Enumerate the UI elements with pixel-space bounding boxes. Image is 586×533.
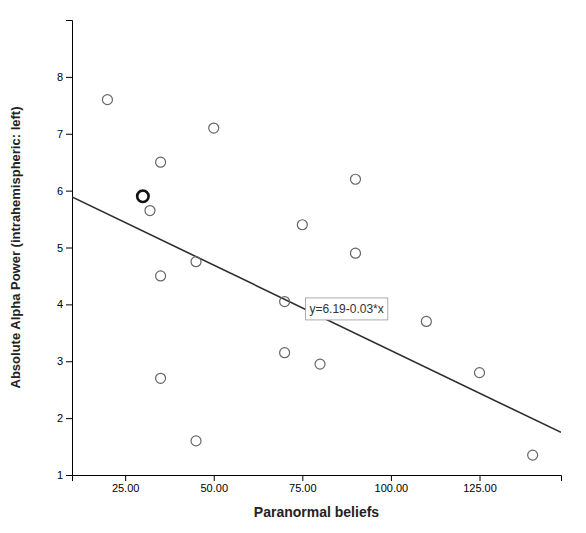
chart: 25.00 50.00 75.00 100.00 125.00 1 2 3 4 5 6 7 8 y=6.1… <box>0 0 586 533</box>
tick: 75.00 <box>289 475 317 494</box>
point <box>350 248 360 258</box>
marks <box>72 95 561 460</box>
point <box>209 123 219 133</box>
tick: 50.00 <box>200 475 228 494</box>
tick-mark <box>66 191 72 192</box>
tick-mark <box>214 475 215 481</box>
point <box>421 316 431 326</box>
tick-mark <box>66 134 72 135</box>
axis-line <box>73 476 562 482</box>
tick-label: 125.00 <box>463 482 497 494</box>
tick-label: 6 <box>57 185 63 197</box>
tick-label: 8 <box>57 71 63 83</box>
point <box>315 359 325 369</box>
highlight-points <box>137 191 149 203</box>
points <box>102 95 537 460</box>
axis-line <box>66 21 73 476</box>
tick-mark <box>66 418 72 419</box>
point <box>191 436 201 446</box>
tick-label: 4 <box>57 298 63 310</box>
tick: 8 <box>57 71 72 83</box>
tick-label: 5 <box>57 242 63 254</box>
tick-label: 25.00 <box>112 482 140 494</box>
y-axis-title: Absolute Alpha Power (intrahemispheric: … <box>8 107 23 389</box>
point <box>475 368 485 378</box>
x-axis: 25.00 50.00 75.00 100.00 125.00 <box>73 475 562 494</box>
tick-label: 7 <box>57 128 63 140</box>
tick-label: 2 <box>57 412 63 424</box>
tick: 3 <box>57 355 72 367</box>
point <box>297 220 307 230</box>
tick: 5 <box>57 242 72 254</box>
tick: 25.00 <box>112 475 140 494</box>
tick: 4 <box>57 298 72 310</box>
tick: 125.00 <box>463 475 497 494</box>
tick-mark <box>66 475 72 476</box>
tick: 7 <box>57 128 72 140</box>
tick-mark <box>66 304 72 305</box>
tick: 100.00 <box>375 475 409 494</box>
point <box>156 271 166 281</box>
point <box>145 206 155 216</box>
tick-label: 50.00 <box>200 482 228 494</box>
point <box>350 174 360 184</box>
tick-mark <box>66 248 72 249</box>
point <box>280 348 290 358</box>
tick-label: 3 <box>57 355 63 367</box>
point <box>280 297 290 307</box>
annotation-text: y=6.19-0.03*x <box>309 302 383 316</box>
y-axis: 1 2 3 4 5 6 7 8 <box>57 21 73 482</box>
point <box>102 95 112 105</box>
annotations: y=6.19-0.03*x <box>305 298 387 320</box>
tick-label: 75.00 <box>289 482 317 494</box>
point <box>191 257 201 267</box>
tick: 2 <box>57 412 72 424</box>
point <box>156 157 166 167</box>
tick-mark <box>66 77 72 78</box>
regression-line <box>72 197 561 432</box>
point <box>156 373 166 383</box>
highlight-point <box>137 191 149 203</box>
tick-mark <box>480 475 481 481</box>
annotation: y=6.19-0.03*x <box>305 298 387 320</box>
plot: 25.00 50.00 75.00 100.00 125.00 1 2 3 4 5 6 7 8 y=6.1… <box>57 21 562 494</box>
point <box>138 191 148 201</box>
tick-mark <box>391 475 392 481</box>
tick: 1 <box>57 469 72 481</box>
point <box>528 450 538 460</box>
tick-mark <box>302 475 303 481</box>
x-axis-title: Paranormal beliefs <box>254 504 379 520</box>
tick-label: 1 <box>57 469 63 481</box>
tick-label: 100.00 <box>375 482 409 494</box>
tick-mark <box>125 475 126 481</box>
tick-mark <box>66 361 72 362</box>
annotation-box <box>305 298 387 320</box>
tick: 6 <box>57 185 72 197</box>
